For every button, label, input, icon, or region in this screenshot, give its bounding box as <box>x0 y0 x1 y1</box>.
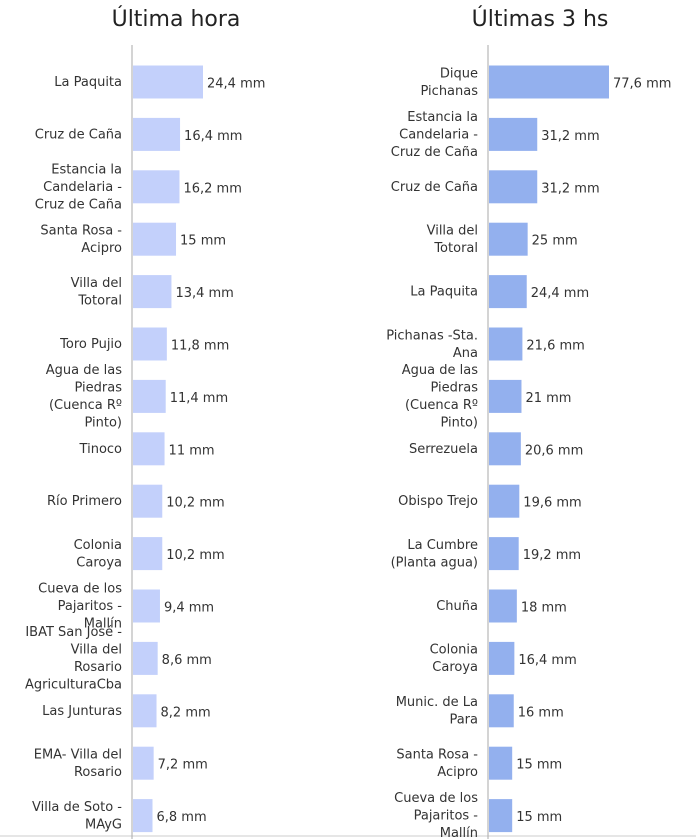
category-label: Cruz de Caña <box>35 127 122 142</box>
category-label: Agua de las Piedras (Cuenca Rº Pinto) <box>402 363 478 431</box>
bar <box>489 694 514 728</box>
value-label: 15 mm <box>516 810 562 825</box>
category-label: Cueva de los Pajaritos -Mallín <box>38 581 122 631</box>
category-label: Villa de Soto -MAyG <box>32 799 122 832</box>
category-label: Estancia la Candelaria -Cruz de Caña <box>391 109 479 159</box>
category-label: Colonia Caroya <box>74 537 122 570</box>
value-label: 16,2 mm <box>183 181 241 196</box>
bar <box>133 170 180 204</box>
category-label: Estancia la Candelaria -Cruz de Caña <box>35 162 123 212</box>
value-label: 13,4 mm <box>175 286 233 301</box>
value-label: 11,8 mm <box>171 339 229 354</box>
bar <box>489 170 538 204</box>
category-label: La Paquita <box>410 284 478 299</box>
value-label: 10,2 mm <box>166 548 224 563</box>
value-label: 19,2 mm <box>523 548 581 563</box>
value-label: 11,4 mm <box>170 391 228 406</box>
value-label: 24,4 mm <box>531 286 589 301</box>
bar <box>133 117 181 151</box>
value-label: 31,2 mm <box>541 181 599 196</box>
bar <box>489 746 513 780</box>
bar <box>489 432 521 466</box>
bar <box>489 117 538 151</box>
bar <box>489 275 527 309</box>
category-label: Agua de las Piedras (Cuenca Rº Pinto) <box>46 363 122 431</box>
chart-title: Última hora <box>112 6 241 32</box>
bar <box>489 379 522 413</box>
bar <box>133 589 160 623</box>
value-label: 6,8 mm <box>157 810 207 825</box>
value-label: 19,6 mm <box>523 496 581 511</box>
value-label: 10,2 mm <box>166 496 224 511</box>
bar <box>489 641 515 675</box>
value-label: 16 mm <box>518 705 564 720</box>
bar <box>489 65 609 99</box>
bar <box>489 327 523 361</box>
value-label: 21 mm <box>525 391 571 406</box>
category-label: Santa Rosa -Acipro <box>40 223 122 256</box>
category-label: Las Junturas <box>42 703 122 718</box>
bar <box>489 222 528 256</box>
bar <box>489 799 513 833</box>
bar <box>489 484 520 518</box>
value-label: 77,6 mm <box>613 77 671 92</box>
category-label: Dique Pichanas <box>421 66 479 99</box>
value-label: 18 mm <box>521 601 567 616</box>
value-label: 11 mm <box>169 443 215 458</box>
bar <box>133 327 167 361</box>
bar <box>133 799 153 833</box>
value-label: 16,4 mm <box>184 129 242 144</box>
bar <box>133 694 157 728</box>
value-label: 31,2 mm <box>541 129 599 144</box>
bar <box>133 484 163 518</box>
category-label: La Cumbre (Planta agua) <box>391 537 478 570</box>
bar <box>133 222 177 256</box>
bar <box>133 746 154 780</box>
bar <box>133 537 163 571</box>
category-label: Santa Rosa -Acipro <box>396 747 478 780</box>
category-label: EMA- Villa del Rosario <box>34 747 122 780</box>
category-label: Obispo Trejo <box>398 494 478 509</box>
category-label: IBAT San José -Villa del Rosario Agricultu… <box>25 625 122 693</box>
category-label: Villa del Totoral <box>71 275 122 308</box>
category-label: Villa del Totoral <box>427 223 478 256</box>
category-label: La Paquita <box>54 75 122 90</box>
value-label: 8,6 mm <box>162 653 212 668</box>
bar <box>133 432 165 466</box>
value-label: 7,2 mm <box>158 758 208 773</box>
value-label: 9,4 mm <box>164 601 214 616</box>
category-label: Chuña <box>436 599 478 614</box>
bar <box>133 65 203 99</box>
category-label: Serrezuela <box>409 441 478 456</box>
value-label: 8,2 mm <box>161 705 211 720</box>
value-label: 25 mm <box>532 234 578 249</box>
category-label: Cruz de Caña <box>391 179 478 194</box>
category-label: Río Primero <box>47 494 122 509</box>
value-label: 16,4 mm <box>518 653 576 668</box>
bar <box>133 641 158 675</box>
value-label: 21,6 mm <box>526 339 584 354</box>
value-label: 20,6 mm <box>525 443 583 458</box>
category-label: Tinoco <box>79 441 122 456</box>
bar <box>489 537 519 571</box>
value-label: 15 mm <box>516 758 562 773</box>
category-label: Munic. de La Para <box>396 695 478 728</box>
value-label: 15 mm <box>180 234 226 249</box>
category-label: Pichanas -Sta. Ana <box>386 328 478 361</box>
bar <box>133 379 166 413</box>
chart-title: Últimas 3 hs <box>472 6 609 32</box>
value-label: 24,4 mm <box>207 77 265 92</box>
category-label: Toro Pujio <box>59 337 122 352</box>
category-label: Colonia Caroya <box>430 642 478 675</box>
category-label: Cueva de los Pajaritos -Mallín <box>394 791 478 839</box>
bar <box>133 275 172 309</box>
bar <box>489 589 517 623</box>
